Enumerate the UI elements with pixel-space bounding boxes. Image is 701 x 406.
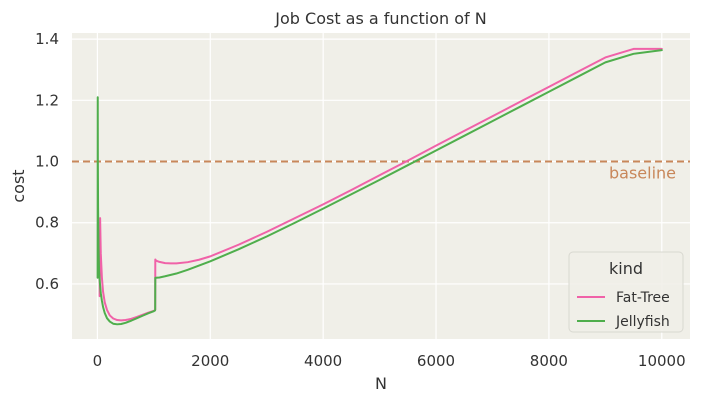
legend-items: Fat-Tree Jellyfish <box>577 290 670 330</box>
x-tick-label: 0 <box>93 352 103 370</box>
legend-box <box>568 251 684 333</box>
y-tick-label: 0.8 <box>35 214 59 232</box>
series-layer <box>96 47 663 326</box>
series-line-fat-tree <box>98 47 663 322</box>
x-ticks: 0 2000 4000 6000 8000 10000 <box>93 352 686 370</box>
legend-label-jellyfish: Jellyfish <box>615 314 670 330</box>
series-line-jellyfish <box>96 49 663 326</box>
y-tick-label: 1.0 <box>35 153 59 171</box>
legend: kind Fat-Tree Jellyfish <box>568 251 684 333</box>
y-tick-label: 1.2 <box>35 91 59 109</box>
y-ticks: 0.6 0.8 1.0 1.2 1.4 <box>35 30 59 293</box>
x-axis-label: N <box>375 374 387 393</box>
baseline-label: baseline <box>609 164 676 183</box>
x-tick-label: 4000 <box>304 352 342 370</box>
x-tick-label: 10000 <box>638 352 686 370</box>
y-axis-label: cost <box>9 169 28 202</box>
legend-label-fat-tree: Fat-Tree <box>616 290 670 306</box>
x-tick-label: 2000 <box>191 352 229 370</box>
chart-title: Job Cost as a function of N <box>274 9 486 28</box>
y-tick-label: 0.6 <box>35 275 59 293</box>
y-tick-label: 1.4 <box>35 30 59 48</box>
x-tick-label: 6000 <box>417 352 455 370</box>
x-tick-label: 8000 <box>530 352 568 370</box>
reference-layer: baseline <box>72 160 690 183</box>
legend-title: kind <box>609 259 643 278</box>
